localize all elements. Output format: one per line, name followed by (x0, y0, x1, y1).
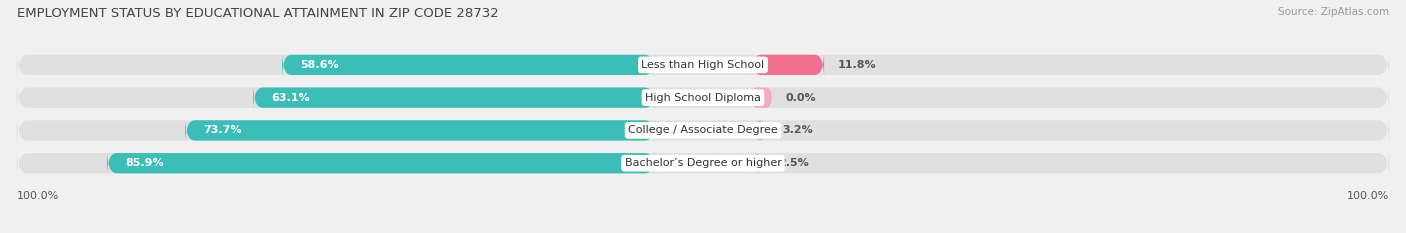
Text: 11.8%: 11.8% (838, 60, 876, 70)
FancyBboxPatch shape (17, 82, 1389, 114)
FancyBboxPatch shape (751, 118, 769, 143)
Text: 85.9%: 85.9% (125, 158, 163, 168)
Text: 3.2%: 3.2% (783, 125, 814, 135)
Text: 100.0%: 100.0% (1347, 191, 1389, 201)
FancyBboxPatch shape (751, 88, 772, 108)
Text: Less than High School: Less than High School (641, 60, 765, 70)
FancyBboxPatch shape (186, 118, 655, 143)
FancyBboxPatch shape (253, 85, 655, 110)
Text: College / Associate Degree: College / Associate Degree (628, 125, 778, 135)
FancyBboxPatch shape (17, 147, 1389, 179)
FancyBboxPatch shape (107, 151, 655, 176)
Text: 100.0%: 100.0% (17, 191, 59, 201)
Text: 63.1%: 63.1% (271, 93, 309, 103)
FancyBboxPatch shape (751, 151, 765, 176)
FancyBboxPatch shape (751, 52, 824, 78)
Text: Source: ZipAtlas.com: Source: ZipAtlas.com (1278, 7, 1389, 17)
Text: 2.5%: 2.5% (779, 158, 808, 168)
FancyBboxPatch shape (17, 49, 1389, 81)
Text: Bachelor’s Degree or higher: Bachelor’s Degree or higher (624, 158, 782, 168)
Text: EMPLOYMENT STATUS BY EDUCATIONAL ATTAINMENT IN ZIP CODE 28732: EMPLOYMENT STATUS BY EDUCATIONAL ATTAINM… (17, 7, 499, 20)
Text: 73.7%: 73.7% (204, 125, 242, 135)
FancyBboxPatch shape (17, 114, 1389, 147)
Text: 0.0%: 0.0% (786, 93, 817, 103)
FancyBboxPatch shape (283, 52, 655, 78)
Text: High School Diploma: High School Diploma (645, 93, 761, 103)
Text: 58.6%: 58.6% (299, 60, 339, 70)
